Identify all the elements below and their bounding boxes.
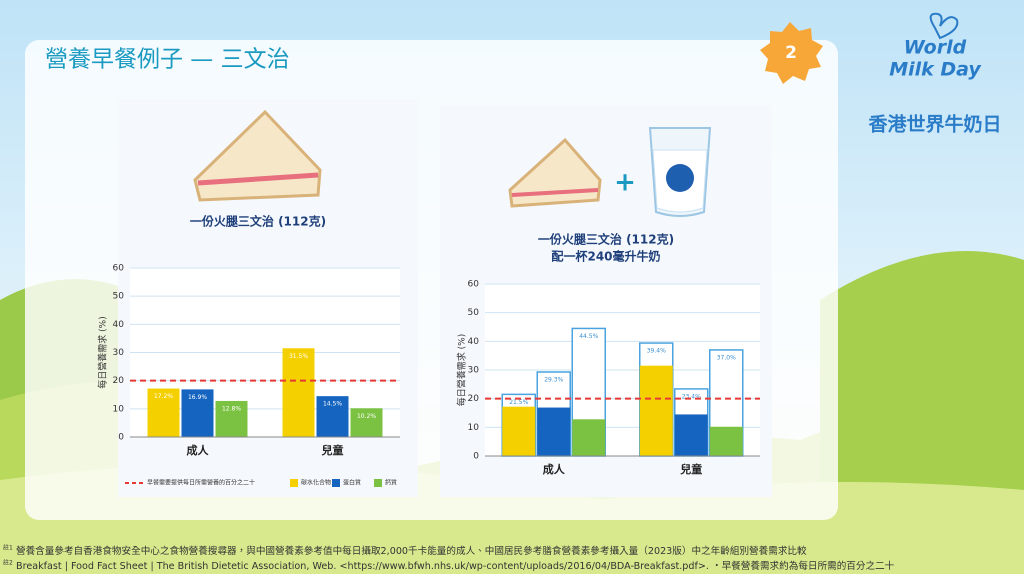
legend-label: 蛋白質 [343, 479, 361, 487]
bar [639, 365, 673, 456]
legend-label: 碳水化合物 [301, 479, 331, 487]
chart-caption: 一份火腿三文治 (112克) [538, 232, 674, 247]
total-label: 39.4% [647, 348, 666, 355]
y-tick-label: 0 [473, 452, 479, 462]
bar [350, 408, 383, 437]
page-badge [760, 22, 823, 84]
x-tick-label: 兒童 [680, 462, 702, 476]
total-label: 21.5% [509, 399, 528, 406]
legend-swatch [290, 479, 298, 487]
bar [709, 426, 743, 456]
y-tick-label: 50 [468, 308, 480, 318]
total-label: 29.3% [544, 377, 563, 384]
y-tick-label: 60 [113, 264, 125, 274]
y-tick-label: 40 [468, 337, 480, 347]
logo-heart [929, 12, 959, 40]
footnote: Breakfast | Food Fact Sheet | The Britis… [16, 560, 895, 572]
footnote-mark: 註2 [3, 559, 13, 567]
bar [181, 389, 214, 437]
sandwich-illustration [193, 109, 322, 202]
milk-glass [648, 127, 712, 217]
bar [537, 407, 571, 456]
legend-swatch [374, 479, 382, 487]
bar [282, 348, 315, 437]
y-tick-label: 30 [113, 348, 125, 358]
y-tick-label: 40 [113, 320, 125, 330]
bar [215, 400, 248, 437]
x-tick-label: 成人 [543, 462, 566, 476]
value-label: 10.2% [357, 413, 376, 420]
logo-text: Milk Day [889, 59, 982, 81]
sandwich-illustration [508, 137, 602, 208]
footnote-mark: 註1 [3, 544, 13, 552]
value-label: 31.5% [289, 353, 308, 360]
legend-label: 早餐需要提供每日所需營養的百分之二十 [147, 479, 255, 487]
total-label: 37.0% [717, 354, 736, 361]
x-tick-label: 成人 [187, 443, 210, 457]
y-tick-label: 60 [468, 280, 480, 290]
plus-sign: + [614, 168, 636, 198]
value-label: 17.2% [154, 393, 173, 400]
logo-subtitle: 香港世界牛奶日 [868, 113, 1001, 136]
bar [316, 396, 349, 437]
bar [674, 414, 708, 456]
slide-title: 營養早餐例子 — 三文治 [45, 47, 290, 73]
y-axis-label: 每日營養需求 (%) [456, 334, 468, 406]
bar [147, 388, 180, 437]
logo-text: World [904, 37, 967, 59]
chart-caption: 配一杯240毫升牛奶 [551, 249, 660, 264]
chart-caption: 一份火腿三文治 (112克) [190, 214, 326, 229]
total-label: 44.5% [579, 333, 598, 340]
y-tick-label: 30 [468, 366, 480, 376]
total-label: 23.4% [682, 393, 701, 400]
value-label: 12.8% [222, 405, 241, 412]
y-tick-label: 10 [468, 423, 480, 433]
legend-swatch [332, 479, 340, 487]
y-tick-label: 50 [113, 292, 125, 302]
footnote: 營養含量參考自香港食物安全中心之食物營養搜尋器，與中國營養素參考值中每日攝取2,… [16, 545, 807, 557]
x-tick-label: 兒童 [322, 443, 344, 457]
y-tick-label: 20 [468, 394, 480, 404]
y-tick-label: 10 [113, 404, 125, 414]
bar [502, 406, 536, 456]
bar [572, 419, 606, 456]
y-axis-label: 每日營養需求 (%) [97, 316, 109, 388]
y-tick-label: 0 [118, 433, 124, 443]
page-number: 2 [785, 43, 797, 63]
y-tick-label: 20 [113, 376, 125, 386]
value-label: 14.5% [323, 401, 342, 408]
value-label: 16.9% [188, 394, 207, 401]
legend-label: 鈣質 [385, 479, 397, 487]
